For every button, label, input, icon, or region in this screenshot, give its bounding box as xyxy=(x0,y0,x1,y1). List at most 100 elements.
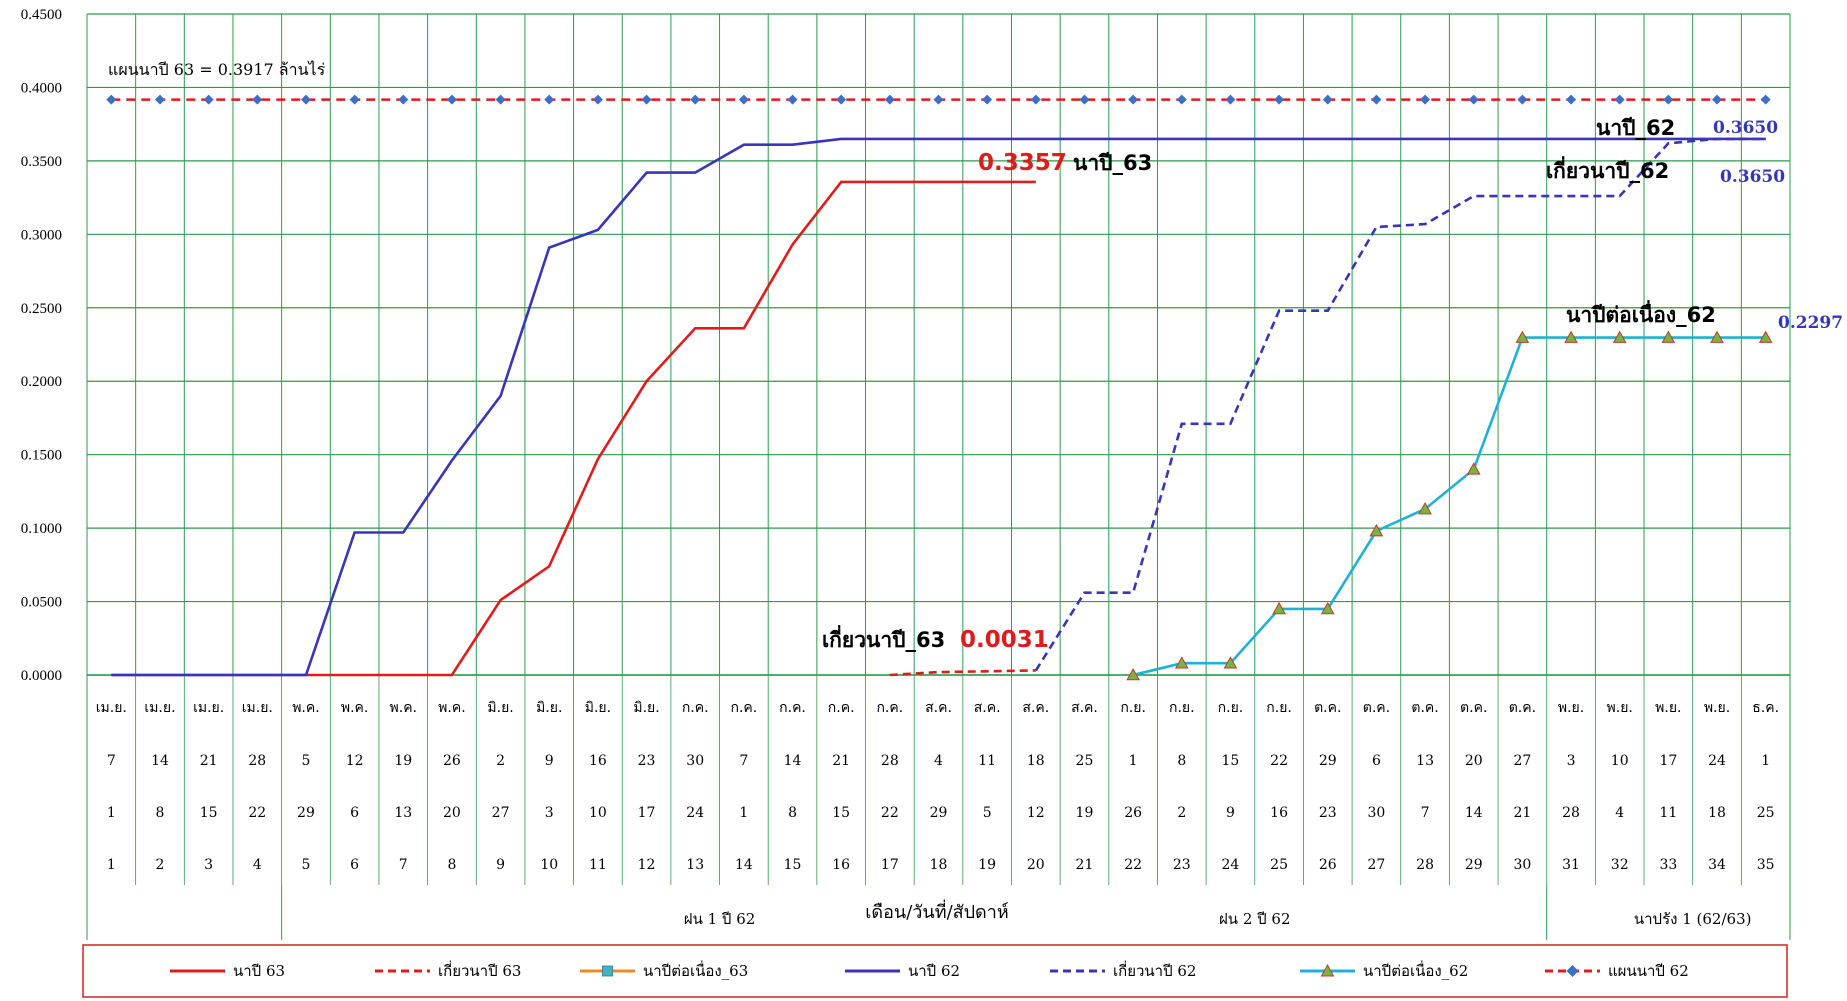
date-label-63: 2 xyxy=(1177,805,1186,821)
month-label: ก.ย. xyxy=(1169,700,1195,716)
date-label-62: 14 xyxy=(784,753,802,769)
triangle-marker xyxy=(1564,330,1578,343)
month-label: ต.ค. xyxy=(1314,700,1341,716)
month-label: พ.ค. xyxy=(341,700,369,716)
month-label: ก.ค. xyxy=(779,700,806,716)
plan-marker xyxy=(1079,94,1090,105)
date-label-63: 9 xyxy=(1226,805,1235,821)
week-label: 24 xyxy=(1222,857,1240,873)
week-label: 17 xyxy=(881,857,899,873)
legend-label: นาปี 62 xyxy=(908,962,960,980)
week-label: 16 xyxy=(832,857,850,873)
plan-marker xyxy=(1225,94,1236,105)
date-label-63: 15 xyxy=(200,805,218,821)
date-label-62: 8 xyxy=(1177,753,1186,769)
date-label-62: 18 xyxy=(1027,753,1045,769)
legend-label: เกี่ยวนาปี 62 xyxy=(1113,960,1196,980)
week-label: 10 xyxy=(540,857,558,873)
month-label: ธ.ค. xyxy=(1752,700,1779,716)
plan-marker xyxy=(690,94,701,105)
date-label-62: 2 xyxy=(496,753,505,769)
date-label-62: 22 xyxy=(1270,753,1288,769)
y-tick-label: 0.4500 xyxy=(21,7,62,23)
month-label: เม.ย. xyxy=(193,700,224,716)
week-label: 18 xyxy=(930,857,948,873)
triangle-marker xyxy=(1612,330,1627,343)
month-label: มิ.ย. xyxy=(487,700,513,716)
date-label-62: 12 xyxy=(346,753,364,769)
date-label-63: 5 xyxy=(983,805,992,821)
date-label-62: 24 xyxy=(1708,753,1726,769)
plan-marker xyxy=(641,94,652,105)
y-tick-label: 0.3000 xyxy=(21,227,62,243)
legend-diamond-marker xyxy=(1566,965,1579,977)
plan-marker xyxy=(1760,94,1771,105)
date-label-63: 29 xyxy=(930,805,948,821)
date-label-63: 20 xyxy=(443,805,461,821)
date-label-62: 6 xyxy=(1372,753,1381,769)
series-line-1 xyxy=(889,669,1036,677)
date-label-62: 1 xyxy=(1761,753,1770,769)
date-label-62: 28 xyxy=(248,753,266,769)
date-label-63: 16 xyxy=(1270,805,1288,821)
week-label: 19 xyxy=(978,857,996,873)
triangle-marker xyxy=(1515,330,1530,343)
series-line-5 xyxy=(1132,336,1766,677)
week-label: 7 xyxy=(399,857,408,873)
month-label: พ.ย. xyxy=(1655,700,1681,716)
y-tick-label: 0.3500 xyxy=(21,154,62,170)
month-label: เม.ย. xyxy=(144,700,175,716)
plan-marker xyxy=(544,94,555,105)
month-label: ส.ค. xyxy=(1071,700,1098,716)
date-label-63: 25 xyxy=(1757,805,1775,821)
date-label-62: 30 xyxy=(686,753,704,769)
grid-layer xyxy=(86,13,1791,676)
season-group-label: ฝน 2 ปี 62 xyxy=(1219,910,1291,928)
plan-marker xyxy=(1712,94,1723,105)
triangle-marker xyxy=(1272,601,1286,615)
date-label-63: 7 xyxy=(1421,805,1430,821)
date-label-62: 25 xyxy=(1076,753,1094,769)
harvest63-name-label: เกี่ยวนาปี_63 xyxy=(822,624,945,652)
plan-marker xyxy=(933,94,944,105)
plan-marker xyxy=(592,94,603,105)
series-line-4 xyxy=(1034,137,1766,672)
date-label-62: 21 xyxy=(832,753,850,769)
plan-marker xyxy=(1614,94,1625,105)
month-label: มิ.ย. xyxy=(536,700,562,716)
napi62-value-label: 0.3650 xyxy=(1713,118,1778,138)
harvest62-name-label: เกี่ยวนาปี_62 xyxy=(1546,155,1669,183)
week-label: 30 xyxy=(1513,857,1531,873)
y-tick-label: 0.2000 xyxy=(21,374,62,390)
triangle-marker xyxy=(1710,330,1724,343)
legend-box xyxy=(82,944,1788,998)
plan-marker xyxy=(203,94,214,105)
date-label-63: 21 xyxy=(1513,805,1531,821)
legend-label: เกี่ยวนาปี 63 xyxy=(438,960,521,980)
plan-marker xyxy=(1371,94,1382,105)
legend-square-marker xyxy=(602,965,613,977)
month-label: พ.ย. xyxy=(1704,700,1730,716)
month-label: ต.ค. xyxy=(1363,700,1390,716)
month-label: ส.ค. xyxy=(974,700,1001,716)
week-label: 22 xyxy=(1124,857,1142,873)
week-label: 29 xyxy=(1465,857,1483,873)
plan-marker xyxy=(1468,94,1479,105)
date-label-62: 3 xyxy=(1567,753,1576,769)
series-line-3 xyxy=(111,137,1766,677)
y-tick-label: 0.1000 xyxy=(21,521,62,537)
week-label: 31 xyxy=(1562,857,1580,873)
date-label-63: 23 xyxy=(1319,805,1337,821)
y-tick-label: 0.0500 xyxy=(21,595,62,611)
date-label-63: 22 xyxy=(248,805,266,821)
date-label-62: 20 xyxy=(1465,753,1483,769)
week-label: 25 xyxy=(1270,857,1288,873)
plan-marker xyxy=(738,94,749,105)
plan-marker xyxy=(1566,94,1577,105)
legend-label: นาปีต่อเนื่อง_63 xyxy=(643,960,748,980)
legend-label: นาปี 63 xyxy=(233,962,285,980)
week-label: 9 xyxy=(496,857,505,873)
date-label-63: 8 xyxy=(788,805,797,821)
month-label: มิ.ย. xyxy=(633,700,659,716)
plan-marker xyxy=(252,94,263,105)
